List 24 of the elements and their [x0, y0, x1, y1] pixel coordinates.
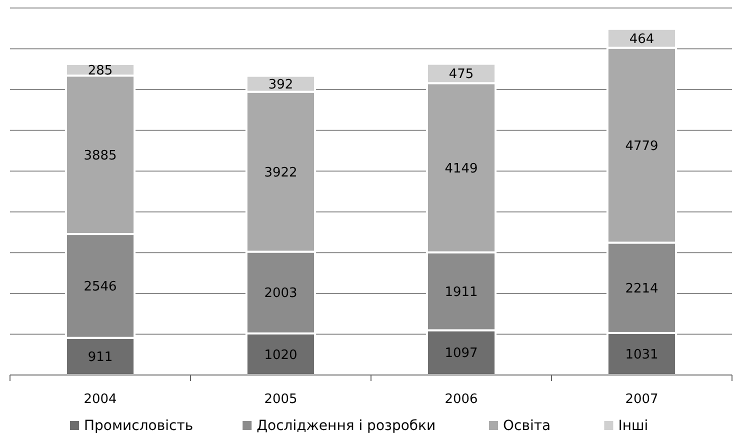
data-label: 911	[88, 350, 113, 365]
legend-label: Освіта	[503, 418, 551, 434]
x-tick-label: 2006	[444, 392, 478, 407]
data-label: 392	[268, 77, 294, 92]
data-label: 1097	[444, 346, 478, 362]
data-label: 4149	[444, 161, 478, 176]
data-label: 1031	[625, 348, 658, 363]
data-label: 475	[448, 67, 474, 82]
x-tick-label: 2007	[625, 392, 658, 407]
x-tick-label: 2004	[84, 392, 117, 407]
legend-label: Дослідження і розробки	[256, 418, 436, 434]
data-label: 285	[88, 63, 113, 78]
data-label: 2003	[264, 286, 298, 302]
data-label: 4779	[625, 138, 658, 154]
data-label: 2214	[625, 281, 658, 296]
data-label: 3922	[264, 165, 298, 180]
data-label: 1020	[264, 348, 298, 363]
legend-label: Інші	[618, 418, 648, 434]
data-label: 3885	[84, 148, 117, 164]
data-label: 464	[629, 32, 654, 47]
legend-label: Промисловість	[84, 418, 194, 434]
x-tick-label: 2005	[264, 392, 298, 407]
data-label: 2546	[84, 279, 117, 294]
data-label: 1911	[444, 284, 478, 300]
